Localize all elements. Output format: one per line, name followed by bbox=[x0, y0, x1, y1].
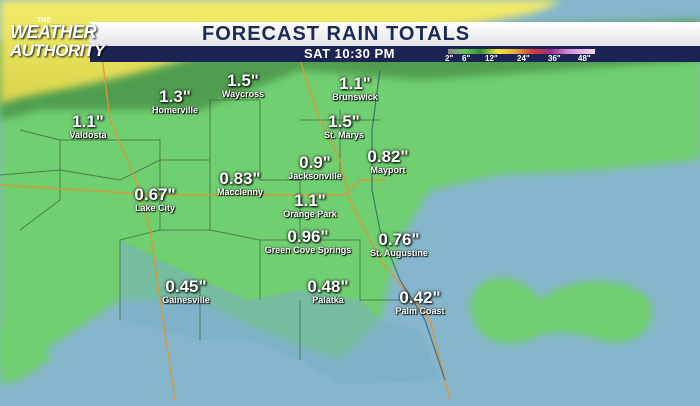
location-st-augustine: 0.76" St. Augustine bbox=[370, 231, 428, 259]
city-name: Homerville bbox=[151, 105, 199, 115]
location-lake-city: 0.67" Lake City bbox=[134, 186, 175, 214]
rain-value: 0.82" bbox=[367, 147, 409, 166]
rain-legend-ticks: 2" 6" 12" 24" 36" 48" bbox=[445, 54, 605, 64]
city-name: St. Augustine bbox=[370, 248, 428, 258]
rain-value: 1.1" bbox=[294, 191, 326, 210]
rain-value: 1.3" bbox=[159, 87, 191, 106]
location-macclenny: 0.83" Macclenny bbox=[217, 170, 263, 198]
location-palatka: 0.48" Palatka bbox=[307, 278, 348, 306]
title-bar: FORECAST RAIN TOTALS bbox=[90, 22, 700, 46]
location-mayport: 0.82" Mayport bbox=[367, 148, 408, 176]
rain-value: 0.42" bbox=[399, 288, 441, 307]
roads bbox=[0, 39, 451, 401]
legend-tick: 12" bbox=[485, 54, 498, 63]
rain-value: 0.45" bbox=[165, 277, 207, 296]
city-name: Orange Park bbox=[283, 209, 337, 219]
location-st-marys: 1.5" St. Marys bbox=[324, 113, 364, 141]
city-name: Mayport bbox=[370, 165, 406, 175]
city-name: Green Cove Springs bbox=[264, 245, 352, 255]
florida-land bbox=[120, 240, 440, 385]
time-bar: SAT 10:30 PM 2" 6" 12" 24" 36" 48" bbox=[90, 46, 700, 64]
rain-value: 0.96" bbox=[287, 227, 329, 246]
rain-value: 0.76" bbox=[378, 230, 420, 249]
city-name: Macclenny bbox=[216, 187, 264, 197]
rain-value: 1.5" bbox=[227, 71, 259, 90]
location-palm-coast: 0.42" Palm Coast bbox=[395, 289, 444, 317]
rain-value: 0.9" bbox=[299, 153, 331, 172]
title: FORECAST RAIN TOTALS bbox=[202, 23, 471, 45]
forecast-time: SAT 10:30 PM bbox=[304, 46, 396, 61]
city-name: Valdosta bbox=[69, 130, 107, 140]
rain-green-west bbox=[0, 320, 50, 385]
rain-value: 0.67" bbox=[134, 185, 176, 204]
location-valdosta: 1.1" Valdosta bbox=[69, 113, 106, 141]
location-waycross: 1.5" Waycross bbox=[222, 72, 264, 100]
rain-value: 0.83" bbox=[219, 169, 261, 188]
legend-tick: 2" bbox=[445, 54, 454, 63]
logo-the: THE bbox=[37, 17, 51, 24]
location-green-cove-springs: 0.96" Green Cove Springs bbox=[265, 228, 352, 256]
location-gainesville: 0.45" Gainesville bbox=[162, 278, 210, 306]
rain-legend-scale bbox=[448, 49, 595, 54]
legend-tick: 36" bbox=[548, 54, 561, 63]
header: FORECAST RAIN TOTALS SAT 10:30 PM 2" 6" … bbox=[90, 22, 700, 64]
city-name: St. Marys bbox=[323, 130, 365, 140]
location-jacksonville: 0.9" Jacksonville bbox=[288, 154, 342, 182]
city-name: Waycross bbox=[221, 89, 265, 99]
weather-authority-logo: THE WEATHER AUTHORITY bbox=[4, 14, 105, 62]
city-name: Palm Coast bbox=[395, 306, 445, 316]
rain-value: 1.1" bbox=[72, 112, 104, 131]
city-name: Palatka bbox=[312, 295, 344, 305]
county-lines bbox=[0, 99, 420, 360]
legend-tick: 6" bbox=[462, 54, 471, 63]
location-homerville: 1.3" Homerville bbox=[152, 88, 198, 116]
rain-value: 1.5" bbox=[328, 112, 360, 131]
rain-value: 0.48" bbox=[307, 277, 349, 296]
rain-value: 1.1" bbox=[339, 74, 371, 93]
logo-weather: WEATHER bbox=[10, 22, 97, 42]
city-name: Brunswick bbox=[332, 92, 378, 102]
legend-tick: 48" bbox=[578, 54, 591, 63]
city-name: Jacksonville bbox=[288, 171, 342, 181]
location-brunswick: 1.1" Brunswick bbox=[332, 75, 378, 103]
logo-authority: AUTHORITY bbox=[10, 41, 105, 60]
coastline bbox=[371, 69, 446, 381]
location-orange-park: 1.1" Orange Park bbox=[283, 192, 337, 220]
city-name: Gainesville bbox=[162, 295, 210, 305]
legend-tick: 24" bbox=[517, 54, 530, 63]
city-name: Lake City bbox=[134, 203, 176, 213]
rain-green-east bbox=[470, 277, 652, 344]
